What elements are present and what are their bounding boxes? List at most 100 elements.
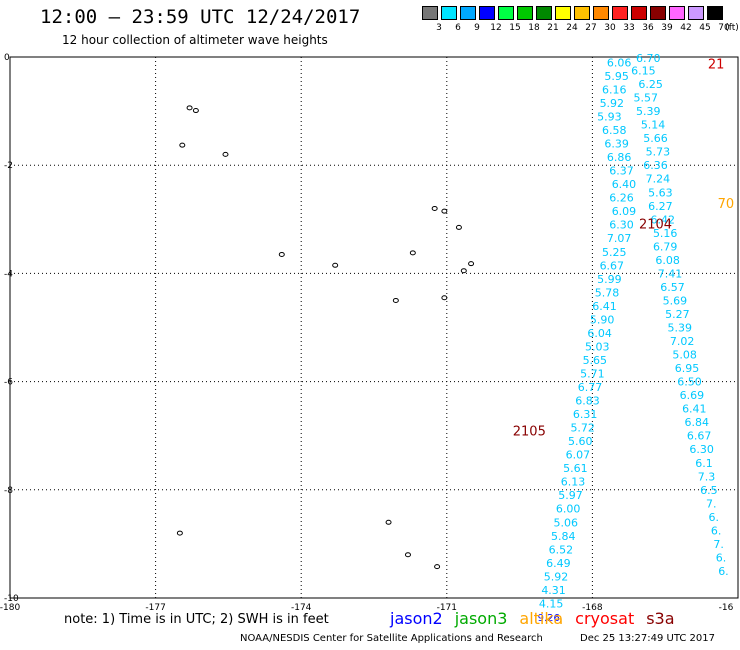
island-outline — [468, 261, 475, 267]
wave-height-value: 4.15 — [539, 597, 564, 610]
pass-time-label: 2105 — [513, 424, 546, 439]
wave-height-value: 6.79 — [653, 240, 678, 253]
scale-label-12: 12 — [490, 23, 502, 33]
mission-label-jason2: jason2 — [390, 609, 443, 628]
wave-height-value: 7. — [706, 497, 717, 510]
wave-height-value: 7.07 — [607, 232, 632, 245]
scale-unit-label: (ft) — [725, 23, 739, 33]
wave-height-value: 5.65 — [583, 354, 608, 367]
wave-height-value: 6.57 — [660, 281, 685, 294]
wave-height-value: 6.25 — [638, 78, 663, 91]
wave-height-value: 5.39 — [668, 322, 693, 335]
island-outline — [392, 297, 399, 303]
wave-height-value: 5.92 — [600, 97, 625, 110]
wave-height-value: 6.08 — [655, 254, 680, 267]
scale-label-6: 6 — [455, 23, 461, 33]
mission-label-jason3: jason3 — [454, 609, 508, 628]
wave-height-value: 5.14 — [641, 119, 666, 132]
wave-height-value: 6.70 — [636, 52, 661, 65]
scale-swatch-36 — [631, 6, 647, 20]
wave-height-value: 5.27 — [665, 308, 690, 321]
x-tick-label: -16 — [719, 603, 734, 613]
wave-height-value: 7.02 — [670, 335, 695, 348]
x-tick-label: -174 — [291, 603, 312, 613]
map-title: 12:00 – 23:59 UTC 12/24/2017 — [40, 6, 361, 28]
mission-label-cryosat: cryosat — [575, 609, 635, 628]
y-tick-label: -4 — [4, 269, 13, 279]
wave-height-value: 6.30 — [689, 443, 714, 456]
island-outline — [278, 251, 285, 257]
scale-swatch-70 — [707, 6, 723, 20]
scale-swatch-27 — [574, 6, 590, 20]
wave-height-value: 5.25 — [602, 246, 627, 259]
wave-height-value: 6.31 — [573, 408, 598, 421]
scale-swatch-3 — [422, 6, 438, 20]
wave-height-value: 5.63 — [648, 186, 673, 199]
scale-label-15: 15 — [509, 23, 521, 33]
island-outline — [186, 105, 193, 111]
wave-height-value: 6.16 — [602, 83, 627, 96]
map-frame — [9, 56, 739, 599]
island-outline — [441, 295, 448, 301]
wave-height-value: 5.69 — [663, 294, 688, 307]
pass-time-label: 2104 — [639, 218, 672, 233]
wave-height-value: 5.61 — [563, 462, 588, 475]
scale-swatch-42 — [669, 6, 685, 20]
y-tick-label: -2 — [4, 161, 13, 171]
scale-label-39: 39 — [661, 23, 673, 33]
mission-label-altika: altika — [519, 609, 564, 628]
wave-height-value: 6.13 — [561, 476, 586, 489]
footer-timestamp: Dec 25 13:27:49 UTC 2017 — [580, 633, 715, 644]
x-tick-label: -180 — [0, 603, 20, 613]
scale-swatch-24 — [555, 6, 571, 20]
wave-height-value: 7.41 — [658, 267, 683, 280]
wave-height-value: 6.40 — [612, 178, 637, 191]
footer-note: note: 1) Time is in UTC; 2) SWH is in fe… — [64, 612, 329, 627]
island-outline — [431, 205, 438, 211]
scale-label-33: 33 — [623, 23, 635, 33]
wave-height-value: 6. — [708, 511, 719, 524]
scale-label-27: 27 — [585, 23, 597, 33]
wave-height-value: 6.41 — [682, 403, 707, 416]
wave-height-value: 5.84 — [551, 530, 576, 543]
footer-credit: NOAA/NESDIS Center for Satellite Applica… — [240, 633, 543, 644]
wave-height-value: 5.08 — [672, 349, 697, 362]
wave-height-value: 6.83 — [575, 395, 600, 408]
pass-time-labels: 21 70 2104 2105 — [513, 57, 734, 439]
y-tick-label: -6 — [4, 378, 13, 388]
wave-height-value: 9.26 — [538, 613, 560, 624]
scale-swatch-39 — [650, 6, 666, 20]
scale-swatch-6 — [441, 6, 457, 20]
altimeter-track-east: 6.706.156.255.575.395.145.665.736.367.24… — [631, 52, 729, 578]
scale-swatch-18 — [517, 6, 533, 20]
wave-height-value: 7.3 — [698, 470, 716, 483]
wave-height-value: 6.36 — [643, 159, 668, 172]
wave-height-value: 7.24 — [646, 173, 671, 186]
wave-height-value: 5.06 — [553, 516, 578, 529]
scale-label-45: 45 — [699, 23, 711, 33]
islands — [176, 105, 475, 570]
wave-height-value: 7. — [713, 538, 724, 551]
wave-height-value: 6.26 — [609, 192, 634, 205]
scale-swatch-9 — [460, 6, 476, 20]
wave-height-value: 6.77 — [578, 381, 603, 394]
wave-height-value: 5.99 — [597, 273, 622, 286]
wave-height-value: 6.84 — [684, 416, 709, 429]
wave-height-value: 6.42 — [651, 213, 676, 226]
wave-height-value: 5.66 — [643, 132, 668, 145]
wave-height-value: 6.39 — [604, 138, 629, 151]
wave-height-value: 6.09 — [612, 205, 637, 218]
scale-label-42: 42 — [680, 23, 692, 33]
y-tick-label: 0 — [4, 53, 10, 63]
wave-height-value: 5.72 — [570, 422, 595, 435]
wave-height-value: 5.57 — [634, 92, 659, 105]
wave-height-value: 6.41 — [592, 300, 617, 313]
scale-swatch-21 — [536, 6, 552, 20]
y-tick-label: -10 — [4, 594, 19, 604]
wave-height-value: 6. — [716, 551, 727, 564]
wave-height-value: 6.37 — [609, 165, 634, 178]
wave-height-value: 5.71 — [580, 367, 605, 380]
scale-swatch-45 — [688, 6, 704, 20]
scale-label-18: 18 — [528, 23, 540, 33]
